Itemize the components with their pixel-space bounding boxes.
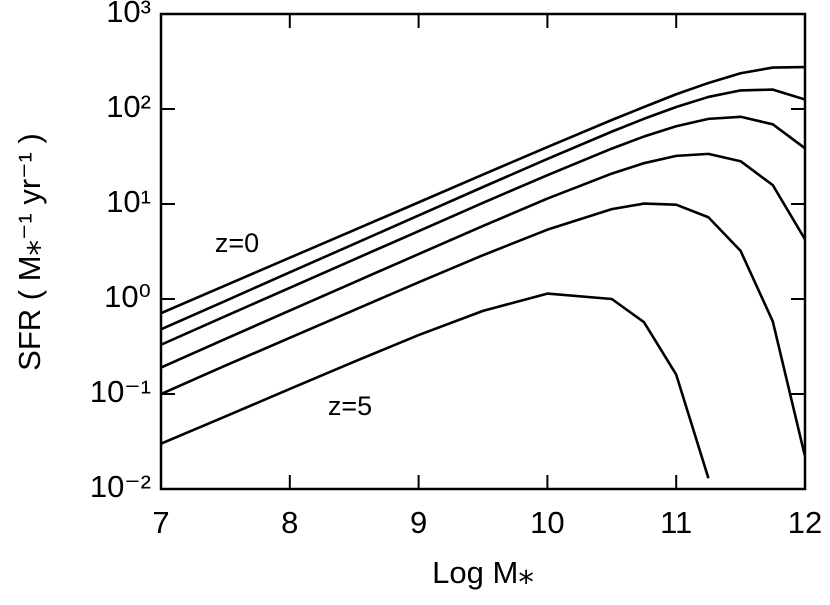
- annotation: z=5: [328, 391, 372, 421]
- plot-frame: [159, 12, 807, 491]
- x-tick-label: 7: [152, 505, 169, 540]
- x-tick-label: 10: [530, 505, 564, 540]
- series-line: [161, 65, 805, 315]
- series-line: [161, 152, 805, 369]
- y-tick-label: 10³: [106, 0, 151, 29]
- y-tick-label: 10⁻¹: [90, 374, 151, 409]
- y-tick-label: 10⁰: [104, 279, 151, 314]
- annotation: z=0: [215, 228, 259, 258]
- x-tick-label: 11: [660, 505, 692, 540]
- x-tick-label: 12: [788, 505, 822, 540]
- y-tick-label: 10⁻²: [90, 469, 151, 504]
- plot-area: [161, 65, 805, 479]
- x-tick-label: 9: [410, 505, 427, 540]
- y-tick-label: 10²: [106, 89, 151, 124]
- x-axis-label: Log M⁎: [432, 555, 534, 590]
- y-axis-label: SFR ( M⁎⁻¹ yr⁻¹ ): [12, 133, 47, 371]
- x-tick-label: 8: [281, 505, 298, 540]
- series-line: [161, 292, 710, 479]
- series-line: [161, 202, 805, 457]
- y-tick-label: 10¹: [106, 184, 151, 219]
- series-line: [161, 88, 805, 331]
- series-line: [161, 115, 805, 346]
